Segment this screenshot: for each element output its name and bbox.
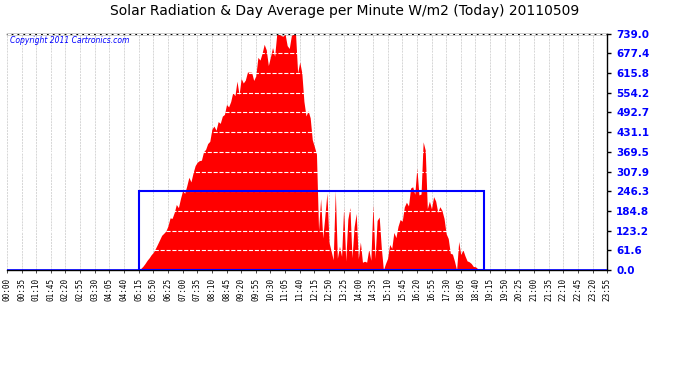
Text: Solar Radiation & Day Average per Minute W/m2 (Today) 20110509: Solar Radiation & Day Average per Minute… bbox=[110, 4, 580, 18]
Text: Copyright 2011 Cartronics.com: Copyright 2011 Cartronics.com bbox=[10, 36, 129, 45]
